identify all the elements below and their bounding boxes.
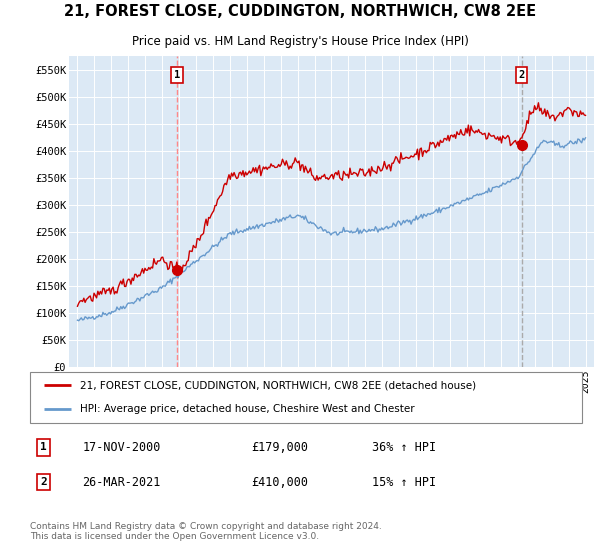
Text: Contains HM Land Registry data © Crown copyright and database right 2024.
This d: Contains HM Land Registry data © Crown c… xyxy=(30,522,382,542)
Text: 26-MAR-2021: 26-MAR-2021 xyxy=(82,475,161,489)
Text: 1: 1 xyxy=(174,70,180,80)
Text: HPI: Average price, detached house, Cheshire West and Chester: HPI: Average price, detached house, Ches… xyxy=(80,404,415,414)
Text: 1: 1 xyxy=(40,442,47,452)
Text: 21, FOREST CLOSE, CUDDINGTON, NORTHWICH, CW8 2EE: 21, FOREST CLOSE, CUDDINGTON, NORTHWICH,… xyxy=(64,4,536,19)
Text: Price paid vs. HM Land Registry's House Price Index (HPI): Price paid vs. HM Land Registry's House … xyxy=(131,35,469,48)
Text: 17-NOV-2000: 17-NOV-2000 xyxy=(82,441,161,454)
Text: 2: 2 xyxy=(518,70,525,80)
Text: £179,000: £179,000 xyxy=(251,441,308,454)
Text: 36% ↑ HPI: 36% ↑ HPI xyxy=(372,441,436,454)
Text: 15% ↑ HPI: 15% ↑ HPI xyxy=(372,475,436,489)
Text: £410,000: £410,000 xyxy=(251,475,308,489)
FancyBboxPatch shape xyxy=(30,372,582,423)
Text: 2: 2 xyxy=(40,477,47,487)
Text: 21, FOREST CLOSE, CUDDINGTON, NORTHWICH, CW8 2EE (detached house): 21, FOREST CLOSE, CUDDINGTON, NORTHWICH,… xyxy=(80,380,476,390)
